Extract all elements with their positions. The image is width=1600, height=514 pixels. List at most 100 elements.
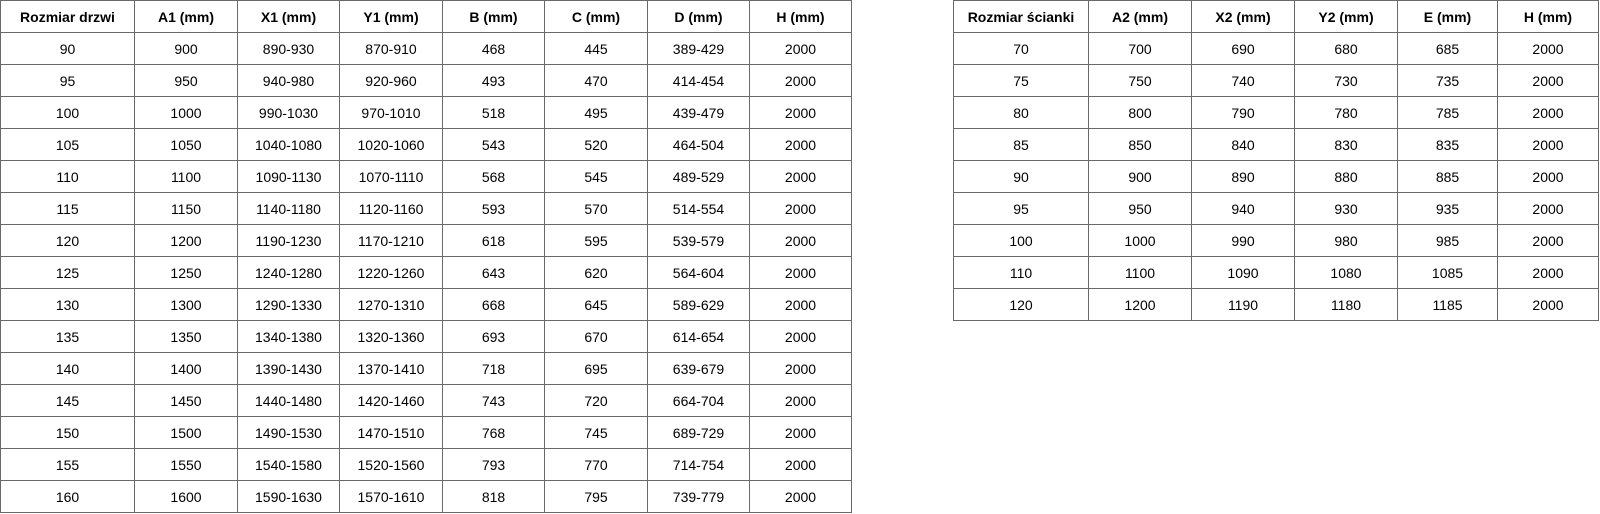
table-cell: 1190 [1191, 288, 1295, 321]
table-cell: 614-654 [647, 320, 750, 353]
table-cell: 1570-1610 [339, 480, 443, 513]
table-cell: 1500 [134, 416, 238, 449]
table-cell: 489-529 [647, 160, 750, 193]
table-cell: 668 [442, 288, 545, 321]
table-cell: 1150 [134, 192, 238, 225]
table-cell: 90 [953, 160, 1089, 193]
table-cell: 1100 [1088, 256, 1192, 289]
table-row: 110 1100 1090-1130 1070-1110 568 545 489-529 20… [0, 160, 852, 193]
table-cell: 2000 [749, 192, 852, 225]
table-cell: 618 [442, 224, 545, 257]
table-cell: 870-910 [339, 32, 443, 65]
column-header: H (mm) [1497, 0, 1599, 33]
column-header: C (mm) [544, 0, 648, 33]
table-cell: 1420-1460 [339, 384, 443, 417]
table-cell: 800 [1088, 96, 1192, 129]
table-cell: 2000 [1497, 96, 1599, 129]
table-cell: 468 [442, 32, 545, 65]
table-cell: 985 [1397, 224, 1498, 257]
table-cell: 1450 [134, 384, 238, 417]
table-row: 140 1400 1390-1430 1370-1410 718 695 639-679 20… [0, 352, 852, 385]
table-cell: 389-429 [647, 32, 750, 65]
table-cell: 718 [442, 352, 545, 385]
table-cell: 1320-1360 [339, 320, 443, 353]
table-cell: 890-930 [237, 32, 340, 65]
table-cell: 105 [0, 128, 135, 161]
table-cell: 2000 [749, 128, 852, 161]
table-cell: 2000 [1497, 128, 1599, 161]
table-cell: 1550 [134, 448, 238, 481]
table-cell: 780 [1294, 96, 1398, 129]
table-cell: 2000 [1497, 64, 1599, 97]
table-cell: 2000 [749, 448, 852, 481]
table-cell: 470 [544, 64, 648, 97]
table-cell: 1170-1210 [339, 224, 443, 257]
table-cell: 790 [1191, 96, 1295, 129]
table-row: 150 1500 1490-1530 1470-1510 768 745 689-729 20… [0, 416, 852, 449]
table-cell: 95 [953, 192, 1089, 225]
column-header: X1 (mm) [237, 0, 340, 33]
column-header: E (mm) [1397, 0, 1498, 33]
table-cell: 2000 [749, 224, 852, 257]
table-cell: 1000 [134, 96, 238, 129]
table-cell: 589-629 [647, 288, 750, 321]
table-cell: 693 [442, 320, 545, 353]
table-cell: 1490-1530 [237, 416, 340, 449]
table-cell: 850 [1088, 128, 1192, 161]
table-row: 100 1000 990-1030 970-1010 518 495 439-479 2000 [0, 96, 852, 129]
column-header: X2 (mm) [1191, 0, 1295, 33]
table-cell: 1470-1510 [339, 416, 443, 449]
table-cell: 110 [0, 160, 135, 193]
table-cell: 2000 [749, 320, 852, 353]
table-cell: 880 [1294, 160, 1398, 193]
table-cell: 2000 [749, 32, 852, 65]
table-cell: 950 [1088, 192, 1192, 225]
table-cell: 120 [953, 288, 1089, 321]
table-cell: 110 [953, 256, 1089, 289]
table-cell: 2000 [1497, 224, 1599, 257]
table-cell: 1120-1160 [339, 192, 443, 225]
table-cell: 735 [1397, 64, 1498, 97]
table-cell: 1370-1410 [339, 352, 443, 385]
table-cell: 2000 [1497, 32, 1599, 65]
table-cell: 2000 [1497, 256, 1599, 289]
table-cell: 700 [1088, 32, 1192, 65]
table-cell: 690 [1191, 32, 1295, 65]
table-cell: 570 [544, 192, 648, 225]
table-cell: 1240-1280 [237, 256, 340, 289]
table-cell: 1140-1180 [237, 192, 340, 225]
table-cell: 2000 [749, 416, 852, 449]
table-cell: 645 [544, 288, 648, 321]
table-cell: 890 [1191, 160, 1295, 193]
table-cell: 680 [1294, 32, 1398, 65]
table-cell: 80 [953, 96, 1089, 129]
table-row: 105 1050 1040-1080 1020-1060 543 520 464-504 20… [0, 128, 852, 161]
table-cell: 2000 [749, 288, 852, 321]
table-cell: 1080 [1294, 256, 1398, 289]
table-cell: 745 [544, 416, 648, 449]
table-cell: 493 [442, 64, 545, 97]
table-cell: 740 [1191, 64, 1295, 97]
wall-size-table: Rozmiar ścianki A2 (mm) X2 (mm) Y2 (mm) E (m… [953, 0, 1599, 321]
table-cell: 885 [1397, 160, 1498, 193]
table-cell: 2000 [749, 160, 852, 193]
column-header: B (mm) [442, 0, 545, 33]
table-row: 120 1200 1190 1180 1185 2000 [953, 288, 1599, 321]
table-cell: 90 [0, 32, 135, 65]
table-cell: 130 [0, 288, 135, 321]
table-cell: 1185 [1397, 288, 1498, 321]
table-cell: 1520-1560 [339, 448, 443, 481]
table-row: 120 1200 1190-1230 1170-1210 618 595 539-579 20… [0, 224, 852, 257]
table-cell: 2000 [749, 256, 852, 289]
table-cell: 720 [544, 384, 648, 417]
table-cell: 2000 [1497, 160, 1599, 193]
table-cell: 1090 [1191, 256, 1295, 289]
table-cell: 980 [1294, 224, 1398, 257]
table-cell: 1070-1110 [339, 160, 443, 193]
table-cell: 520 [544, 128, 648, 161]
table-cell: 1540-1580 [237, 448, 340, 481]
table-row: 160 1600 1590-1630 1570-1610 818 795 739-779 20… [0, 480, 852, 513]
table-cell: 543 [442, 128, 545, 161]
table-cell: 750 [1088, 64, 1192, 97]
column-header: Rozmiar ścianki [953, 0, 1089, 33]
